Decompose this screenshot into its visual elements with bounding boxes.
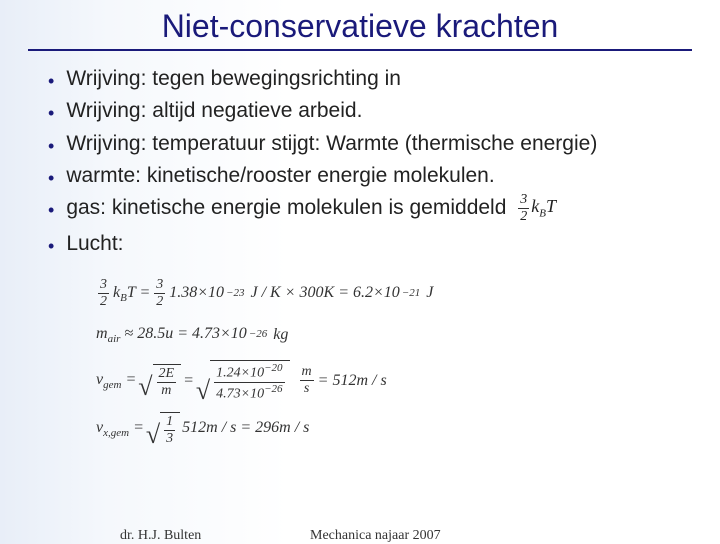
bullet-text: Lucht: xyxy=(66,230,123,258)
slide-title: Niet-conservatieve krachten xyxy=(0,0,720,49)
bullet-icon: • xyxy=(48,194,66,222)
title-underline xyxy=(28,49,692,51)
footer-course: Mechanica najaar 2007 xyxy=(310,528,441,544)
bullet-icon: • xyxy=(48,130,66,158)
bullet-icon: • xyxy=(48,65,66,93)
formula-line-1: 32 kBT = 32 1.38×10−23 J / K × 300K = 6.… xyxy=(96,278,680,309)
bullet-item: • warmte: kinetische/rooster energie mol… xyxy=(48,162,680,190)
bullet-text: Wrijving: temperatuur stijgt: Warmte (th… xyxy=(66,130,597,158)
bullet-item: • Wrijving: tegen bewegingsrichting in xyxy=(48,65,680,93)
bullet-item: • gas: kinetische energie molekulen is g… xyxy=(48,194,680,225)
bullet-icon: • xyxy=(48,97,66,125)
inline-formula: 32kBT xyxy=(516,196,556,216)
bullet-text: gas: kinetische energie molekulen is gem… xyxy=(66,194,556,225)
formula-line-2: mair ≈ 28.5u = 4.73×10−26 kg xyxy=(96,319,680,350)
bullet-text: warmte: kinetische/rooster energie molek… xyxy=(66,162,494,190)
formula-line-4: vx,gem = √ 13 512m / s = 296m / s xyxy=(96,412,680,446)
bullet-text-main: gas: kinetische energie molekulen is gem… xyxy=(66,196,506,219)
bullet-icon: • xyxy=(48,230,66,258)
bullet-text: Wrijving: tegen bewegingsrichting in xyxy=(66,65,401,93)
formula-block: 32 kBT = 32 1.38×10−23 J / K × 300K = 6.… xyxy=(96,278,680,445)
content-area: • Wrijving: tegen bewegingsrichting in •… xyxy=(0,65,720,446)
bullet-item: • Wrijving: altijd negatieve arbeid. xyxy=(48,97,680,125)
formula-line-3: vgem = √ 2Em = √ 1.24×10−20 4.73×10−26 m… xyxy=(96,360,680,401)
bullet-item: • Lucht: xyxy=(48,230,680,258)
footer-author: dr. H.J. Bulten xyxy=(120,528,201,544)
bullet-icon: • xyxy=(48,162,66,190)
bullet-item: • Wrijving: temperatuur stijgt: Warmte (… xyxy=(48,130,680,158)
bullet-text: Wrijving: altijd negatieve arbeid. xyxy=(66,97,362,125)
